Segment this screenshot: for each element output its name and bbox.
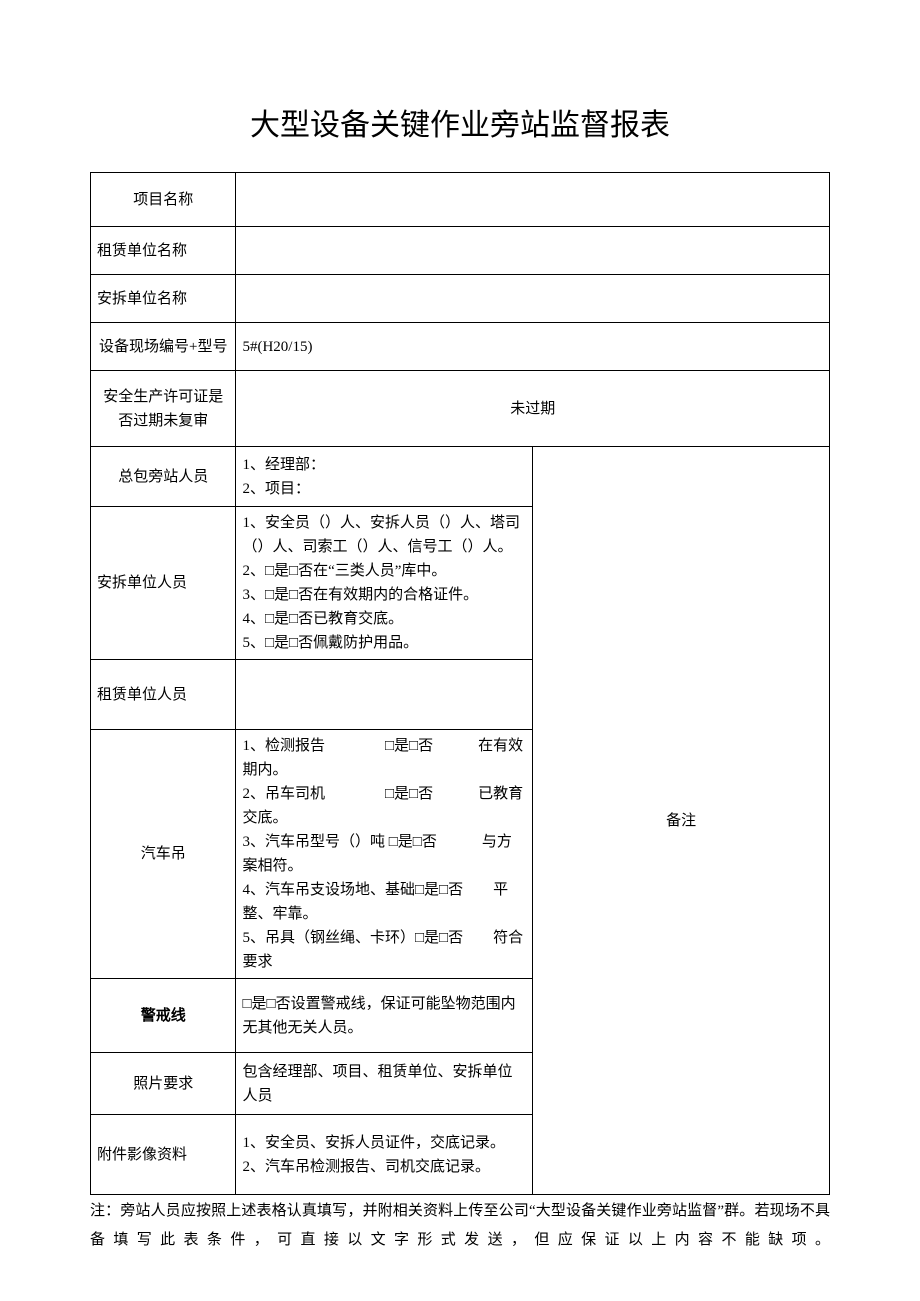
- label-install-unit: 安拆单位名称: [91, 275, 236, 323]
- value-photo-req: 包含经理部、项目、租赁单位、安拆单位人员: [236, 1053, 533, 1115]
- label-lease-unit: 租赁单位名称: [91, 227, 236, 275]
- value-safety-cert: 未过期: [236, 371, 830, 447]
- value-general-station: 1、经理部： 2、项目：: [236, 447, 533, 507]
- label-install-personnel: 安拆单位人员: [91, 507, 236, 660]
- page-title: 大型设备关键作业旁站监督报表: [90, 100, 830, 144]
- value-project-name: [236, 173, 830, 227]
- value-equipment-model: 5#(H20/15): [236, 323, 830, 371]
- label-truck-crane: 汽车吊: [91, 730, 236, 979]
- label-lease-personnel: 租赁单位人员: [91, 660, 236, 730]
- value-attachment: 1、安全员、安拆人员证件，交底记录。 2、汽车吊检测报告、司机交底记录。: [236, 1115, 533, 1195]
- label-attachment: 附件影像资料: [91, 1115, 236, 1195]
- value-cordon: □是□否设置警戒线，保证可能坠物范围内无其他无关人员。: [236, 979, 533, 1053]
- label-project-name: 项目名称: [91, 173, 236, 227]
- value-lease-unit: [236, 227, 830, 275]
- value-install-personnel: 1、安全员（）人、安拆人员（）人、塔司（）人、司索工（）人、信号工（）人。 2、…: [236, 507, 533, 660]
- main-table: 项目名称 租赁单位名称 安拆单位名称 设备现场编号+型号 5#(H20/15) …: [90, 172, 830, 1195]
- label-equipment-model: 设备现场编号+型号: [91, 323, 236, 371]
- remark-column: 备注: [533, 447, 830, 1195]
- value-install-unit: [236, 275, 830, 323]
- label-safety-cert: 安全生产许可证是否过期未复审: [91, 371, 236, 447]
- label-cordon: 警戒线: [91, 979, 236, 1053]
- footnote-text: 注：旁站人员应按照上述表格认真填写，并附相关资料上传至公司“大型设备关键作业旁站…: [90, 1197, 830, 1254]
- label-general-station: 总包旁站人员: [91, 447, 236, 507]
- value-lease-personnel: [236, 660, 533, 730]
- label-photo-req: 照片要求: [91, 1053, 236, 1115]
- value-truck-crane: 1、检测报告 □是□否 在有效期内。 2、吊车司机 □是□否 已教育交底。 3、…: [236, 730, 533, 979]
